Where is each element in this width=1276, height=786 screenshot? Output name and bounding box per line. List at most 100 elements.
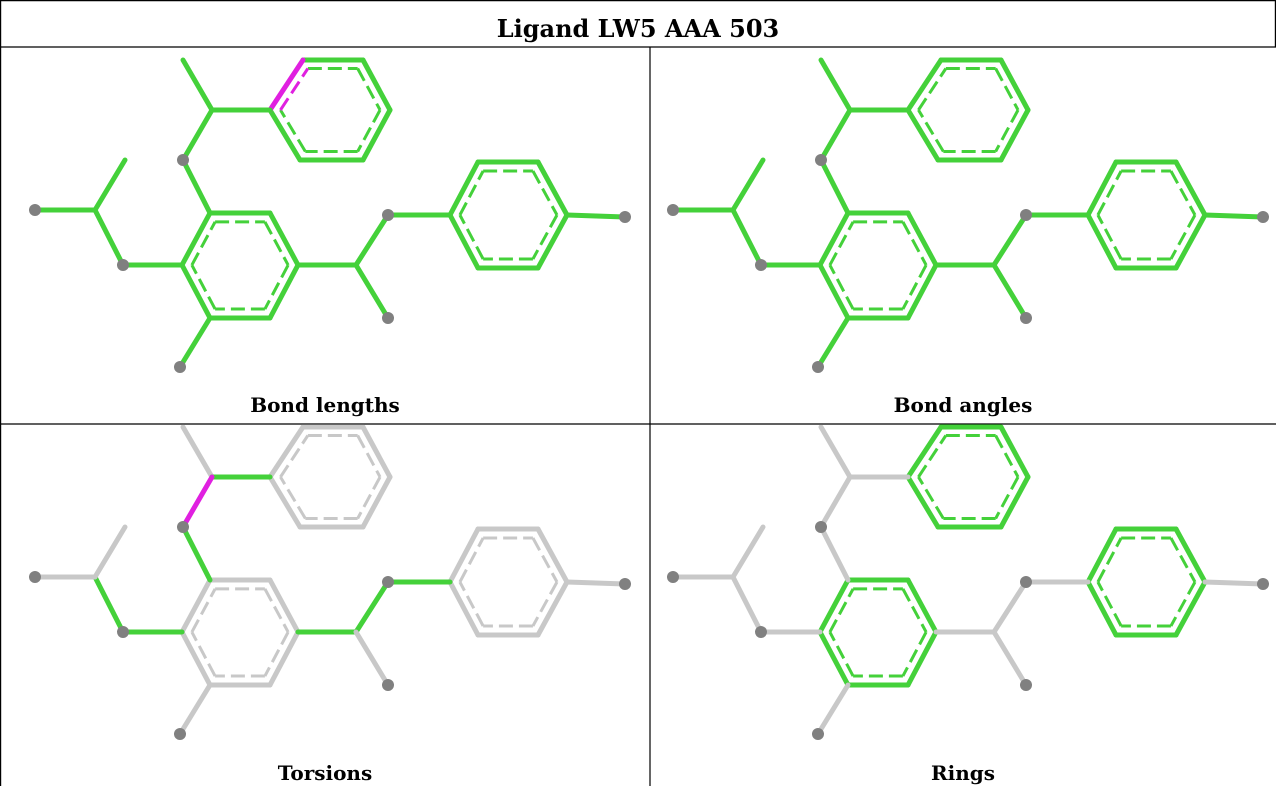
atom-sphere <box>815 154 827 166</box>
para-bond <box>1202 579 1266 587</box>
ring2-aromatic-bond <box>828 221 855 266</box>
atom-sphere <box>667 204 679 216</box>
side-bond <box>353 629 391 688</box>
oxygen-carbon-bond <box>730 574 764 635</box>
atom-sphere <box>382 576 394 588</box>
atom-sphere <box>619 578 631 590</box>
ring3-bond <box>1085 212 1119 271</box>
atom-sphere <box>177 154 189 166</box>
ring1-aromatic-bond <box>279 67 310 111</box>
ring3-aromatic-bond <box>531 581 559 627</box>
ring2-bond <box>267 210 301 268</box>
para-bond <box>564 212 628 220</box>
panel-bond-lengths: Bond lengths <box>29 57 631 417</box>
ring3-bond <box>447 212 481 271</box>
ether-bond <box>180 107 215 163</box>
ring2-aromatic-bond <box>263 221 290 266</box>
atom-sphere <box>382 209 394 221</box>
ring3-bond <box>1173 579 1208 638</box>
panel-caption-bond-lengths: Bond lengths <box>250 393 400 417</box>
methyl-bond <box>180 424 215 480</box>
ring1-bond <box>998 107 1031 163</box>
side-bond <box>991 629 1029 688</box>
ring3-bond <box>1085 526 1119 585</box>
ring2-aromatic-bond <box>901 631 928 677</box>
panel-rings: Rings <box>667 424 1269 785</box>
ring3-bond <box>1173 212 1208 271</box>
ring3-aromatic-bond <box>531 537 559 583</box>
ring1-aromatic-bond <box>917 109 945 153</box>
ring1-aromatic-bond <box>917 434 948 478</box>
ring2-aromatic-bond <box>901 221 928 266</box>
ring2-aromatic-bond <box>263 264 290 310</box>
ether-bond <box>180 474 215 530</box>
oxygen-carbon-bond <box>730 207 764 268</box>
ring3-aromatic-bond <box>458 537 485 583</box>
atom-sphere <box>177 521 189 533</box>
ring1-bond <box>905 424 944 480</box>
para-bond <box>1202 212 1266 220</box>
ring2-bond <box>905 210 939 268</box>
ring2-bond <box>817 577 851 635</box>
ring3-bond <box>1173 526 1208 585</box>
ring3-bond <box>1173 159 1208 218</box>
ring2-aromatic-bond <box>828 264 855 310</box>
ring2-bond <box>179 262 213 321</box>
panel-caption-rings: Rings <box>931 761 995 785</box>
carbon-oxygen-bond <box>353 579 391 635</box>
ring2-aromatic-bond <box>190 631 217 677</box>
ether-bond <box>818 107 853 163</box>
ring-methyl-bond <box>177 682 213 737</box>
ring3-bond <box>1085 159 1119 218</box>
atom-sphere <box>174 728 186 740</box>
atom-sphere <box>117 626 129 638</box>
panel-caption-torsions: Torsions <box>278 761 372 785</box>
atom-sphere <box>1020 209 1032 221</box>
ring3-bond <box>535 526 570 585</box>
branch-bond <box>92 157 128 213</box>
atom-sphere <box>174 361 186 373</box>
atom-sphere <box>1020 576 1032 588</box>
ether-ring-bond <box>818 157 851 216</box>
atom-sphere <box>812 361 824 373</box>
ring2-aromatic-bond <box>263 588 290 633</box>
ring2-aromatic-bond <box>901 264 928 310</box>
ring2-aromatic-bond <box>190 221 217 266</box>
table-title: Ligand LW5 AAA 503 <box>497 14 779 43</box>
ring2-bond <box>179 210 213 268</box>
ring1-bond <box>360 474 393 530</box>
ring2-aromatic-bond <box>190 264 217 310</box>
ring1-bond <box>905 107 941 163</box>
ring2-bond <box>267 577 301 635</box>
ring1-bond <box>360 424 393 480</box>
side-bond <box>353 262 391 321</box>
ring1-aromatic-bond <box>279 434 310 478</box>
ring2-aromatic-bond <box>263 631 290 677</box>
ring2-aromatic-bond <box>901 588 928 633</box>
atom-sphere <box>812 728 824 740</box>
ring1-bond <box>905 57 944 113</box>
oxygen-carbon-bond <box>92 574 126 635</box>
panel-torsions: Torsions <box>29 424 631 785</box>
ring3-bond <box>447 159 481 218</box>
atom-sphere <box>29 571 41 583</box>
ring3-bond <box>535 212 570 271</box>
ring2-bond <box>905 629 939 688</box>
ring1-bond <box>905 474 941 530</box>
ring-methyl-bond <box>177 315 213 370</box>
ring1-bond <box>267 424 306 480</box>
panel-caption-bond-angles: Bond angles <box>894 393 1033 417</box>
branch-bond <box>92 524 128 580</box>
carbon-oxygen-bond <box>991 579 1029 635</box>
atom-sphere <box>117 259 129 271</box>
atom-sphere <box>382 679 394 691</box>
ring3-aromatic-bond <box>458 214 485 260</box>
panel-bond-angles: Bond angles <box>667 57 1269 417</box>
ring3-aromatic-bond <box>458 581 485 627</box>
ring-methyl-bond <box>815 315 851 370</box>
ring3-aromatic-bond <box>531 170 559 216</box>
ring2-bond <box>267 262 301 321</box>
methyl-bond <box>818 424 853 480</box>
ring1-aromatic-bond <box>994 434 1020 478</box>
